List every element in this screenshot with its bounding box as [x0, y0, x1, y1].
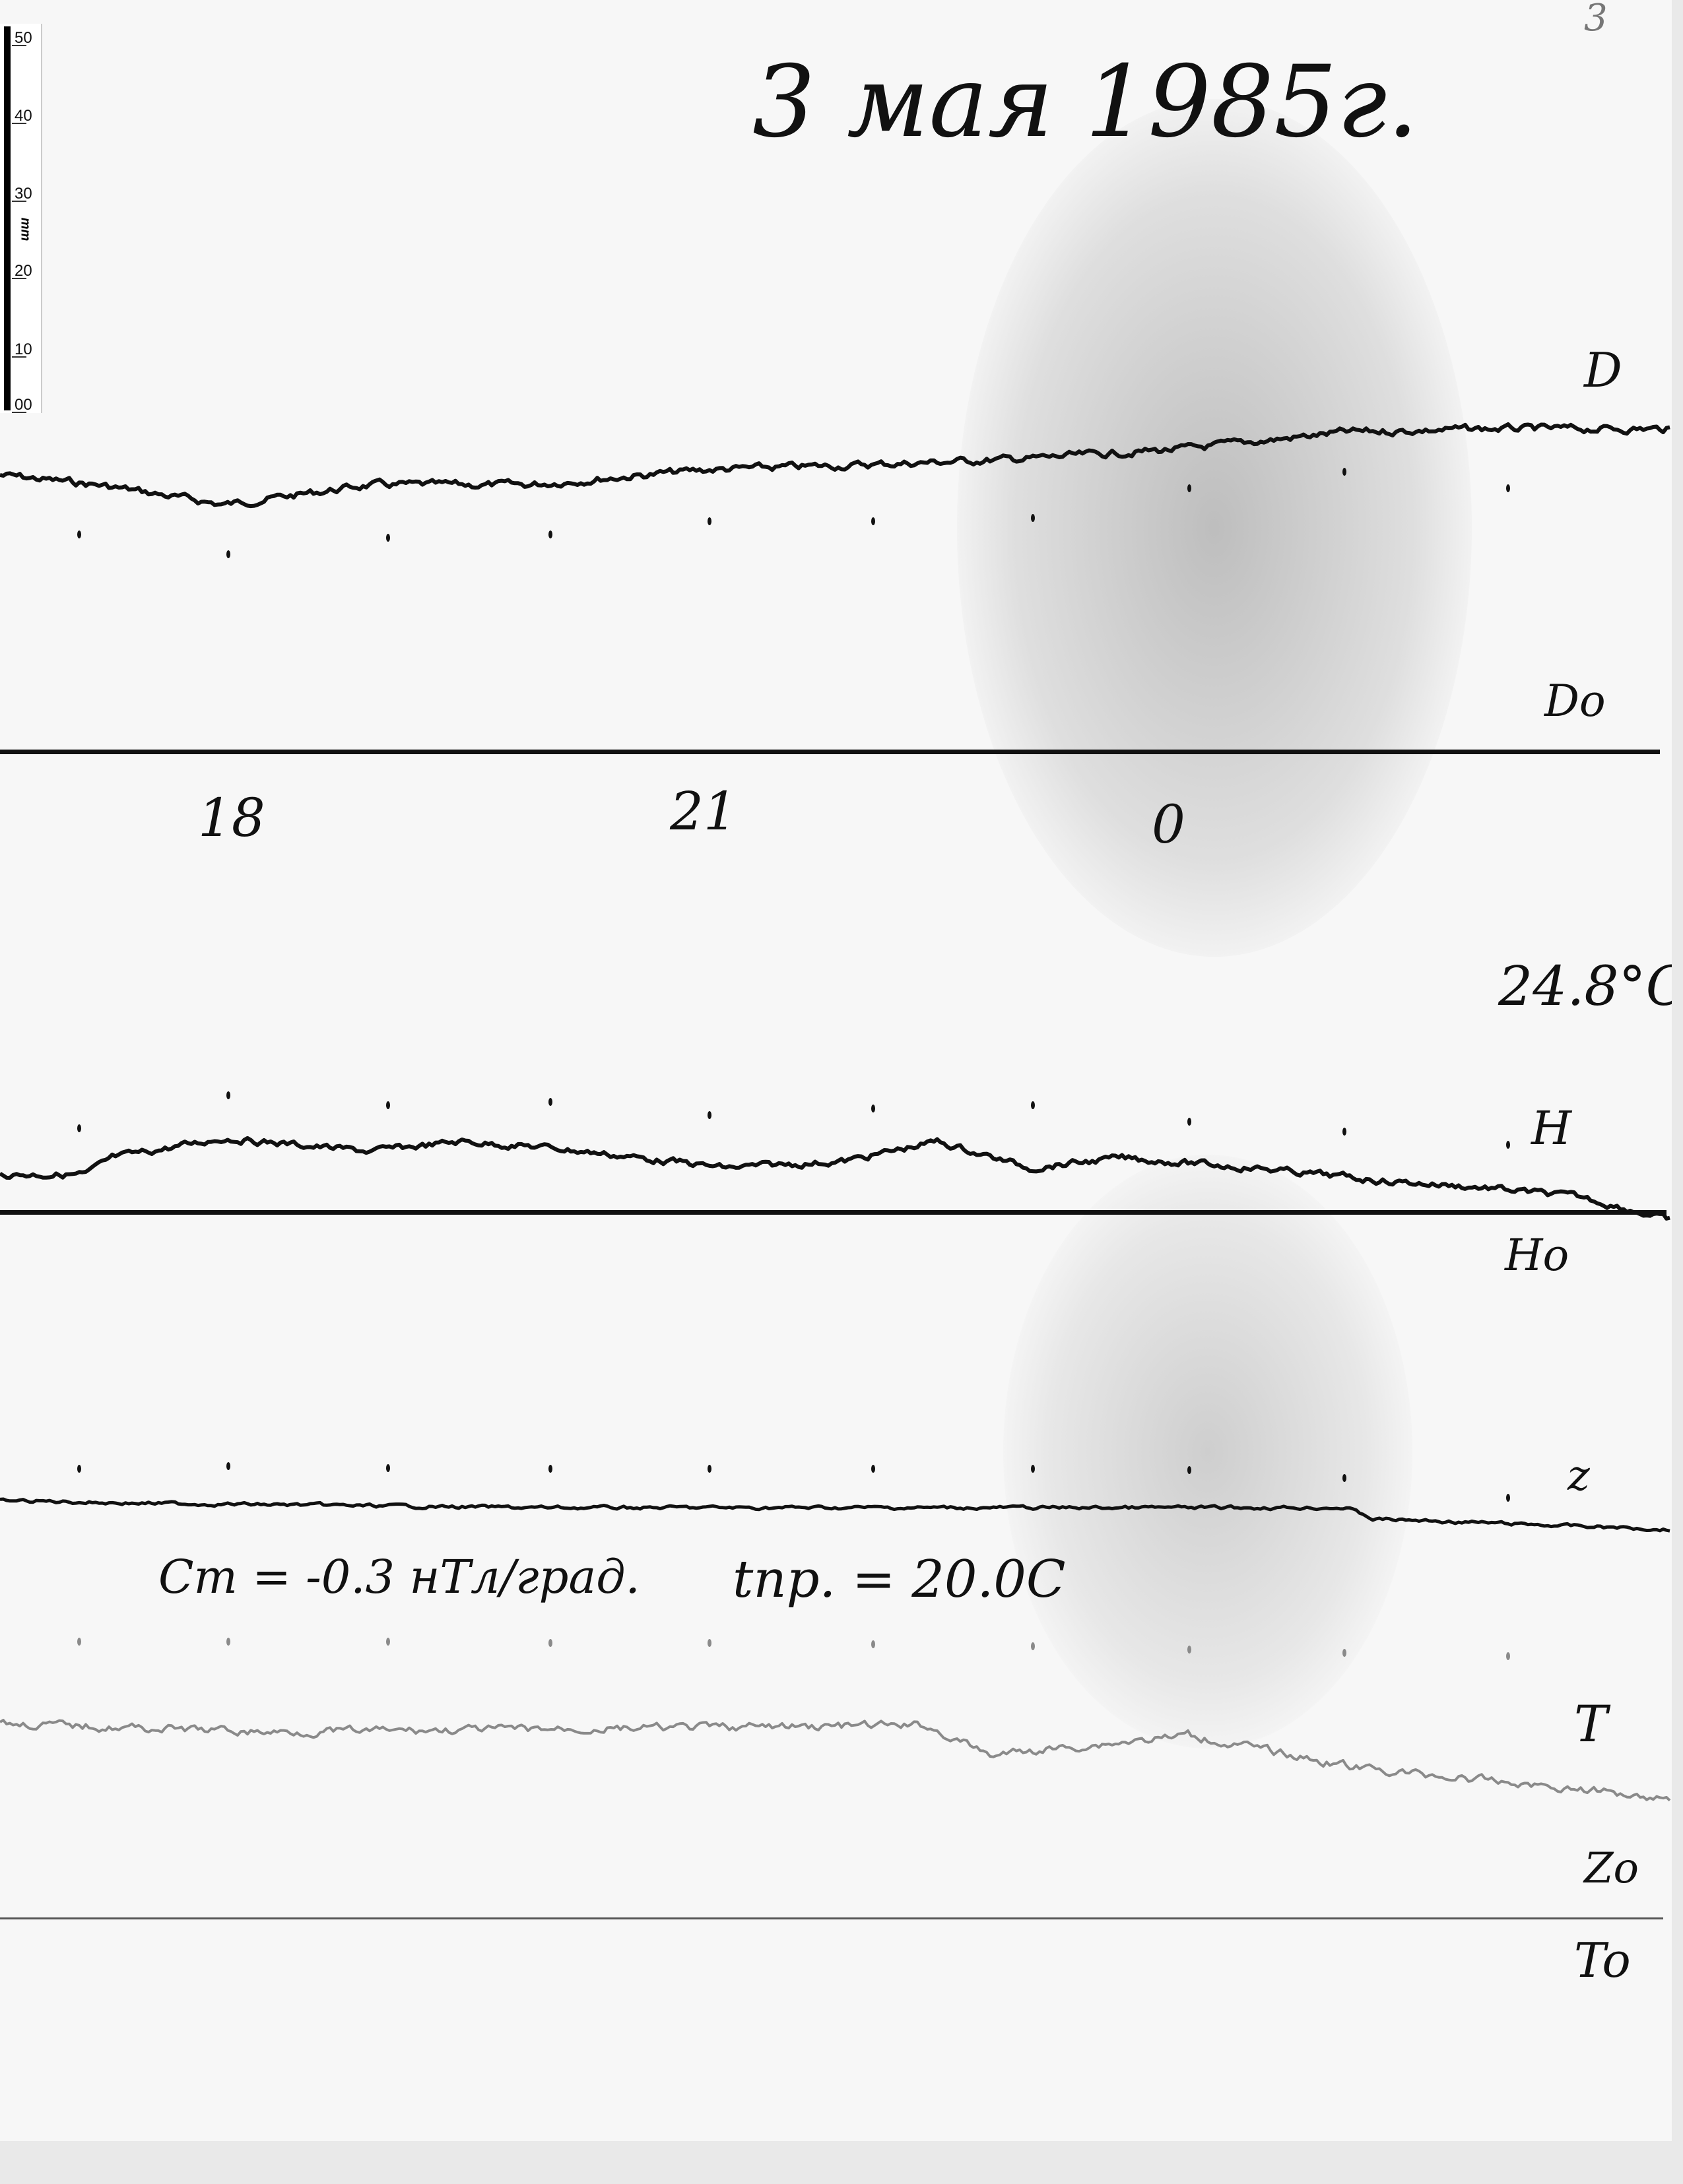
trace-H-time-mark [708, 1111, 711, 1119]
trace-Z-time-mark [1342, 1474, 1346, 1482]
ruler-tick: 50 [12, 29, 32, 47]
trace-T-time-mark [871, 1640, 875, 1648]
trace-H-time-mark [871, 1105, 875, 1112]
annotation-temp-coefficient: Cт = -0.3 нТл/град. [158, 1550, 640, 1604]
trace-D-time-mark [1506, 484, 1510, 492]
ruler-bar [4, 26, 11, 410]
trace-Z-time-mark [226, 1462, 230, 1470]
trace-D-time-mark [77, 530, 81, 538]
trace-D-time-mark [1187, 484, 1191, 492]
trace-H-time-mark [1506, 1141, 1510, 1149]
trace-T [0, 1719, 1671, 1802]
trace-Z-time-mark [1506, 1494, 1510, 1502]
ruler-tick-label: 20 [15, 262, 32, 280]
ruler-tick-label: 30 [15, 185, 32, 203]
page-title: 3 мая 1985г. [752, 45, 1419, 160]
trace-D-time-mark [548, 530, 552, 538]
magnetogram-sheet: 50 40 30 20 10 00 mm 3 3 мая 1985г. D Do… [0, 0, 1672, 2141]
baseline-label-T: To [1574, 1933, 1631, 1988]
trace-T-time-mark [226, 1638, 230, 1646]
trace-T-time-mark [386, 1638, 390, 1646]
baseline-label-H: Ho [1505, 1230, 1569, 1281]
trace-H-time-mark [1031, 1101, 1035, 1109]
trace-T-time-mark [1342, 1649, 1346, 1657]
ruler-tick: 40 [12, 107, 32, 125]
trace-area [0, 422, 1671, 1802]
temperature-reading: 24.8°C [1498, 955, 1672, 1018]
trace-H [0, 1136, 1670, 1221]
ruler-tick-label: 40 [15, 107, 32, 125]
scale-ruler: 50 40 30 20 10 00 mm [0, 24, 42, 414]
trace-T-time-mark [708, 1639, 711, 1647]
trace-H-time-mark [226, 1091, 230, 1099]
trace-label-Z: z [1568, 1452, 1590, 1500]
trace-D-time-mark [386, 534, 390, 542]
annotation-reference-temp: tпр. = 20.0C [733, 1550, 1066, 1609]
trace-T-time-mark [548, 1639, 552, 1647]
ruler-tick-label: 10 [15, 340, 32, 358]
hour-mark-21: 21 [670, 781, 737, 842]
ruler-tick: 20 [12, 262, 32, 280]
trace-label-D: D [1584, 342, 1622, 398]
trace-Z-time-mark [548, 1465, 552, 1473]
trace-H-time-mark [386, 1101, 390, 1109]
trace-Z-time-mark [386, 1464, 390, 1472]
trace-T-time-mark [1187, 1646, 1191, 1654]
trace-T-time-mark [77, 1638, 81, 1646]
trace-D-time-mark [1342, 468, 1346, 476]
baseline-label-D: Do [1544, 676, 1606, 726]
ruler-tick: 30 [12, 185, 32, 203]
hour-mark-18: 18 [198, 787, 265, 849]
ruler-tick: 00 [12, 396, 32, 414]
ruler-tick-label: 50 [15, 29, 32, 47]
ruler-tick: 10 [12, 340, 32, 358]
trace-label-T: T [1574, 1694, 1608, 1753]
trace-Z-time-mark [871, 1465, 875, 1473]
trace-Z-time-mark [1187, 1466, 1191, 1474]
trace-Z-time-mark [77, 1465, 81, 1473]
trace-D-time-mark [1031, 514, 1035, 522]
baseline-label-Z: Zo [1584, 1844, 1639, 1893]
trace-D-time-mark [226, 550, 230, 558]
trace-Z [0, 1497, 1670, 1533]
ruler-tick-label: 00 [15, 396, 32, 414]
trace-D-time-mark [708, 517, 711, 525]
baseline-D [0, 750, 1660, 754]
trace-T-time-mark [1506, 1652, 1510, 1660]
trace-D-time-mark [871, 517, 875, 525]
trace-H-time-mark [1187, 1118, 1191, 1126]
baseline-Z-T [0, 1917, 1663, 1919]
trace-H-time-mark [1342, 1128, 1346, 1136]
trace-D [0, 422, 1670, 509]
trace-H-time-mark [77, 1124, 81, 1132]
trace-H-time-mark [548, 1098, 552, 1106]
trace-label-H: H [1531, 1101, 1572, 1155]
trace-T-time-mark [1031, 1642, 1035, 1650]
trace-Z-time-mark [708, 1465, 711, 1473]
page-number: 3 [1584, 0, 1608, 40]
trace-Z-time-mark [1031, 1465, 1035, 1473]
baseline-H [0, 1210, 1666, 1215]
hour-mark-0: 0 [1152, 794, 1185, 855]
